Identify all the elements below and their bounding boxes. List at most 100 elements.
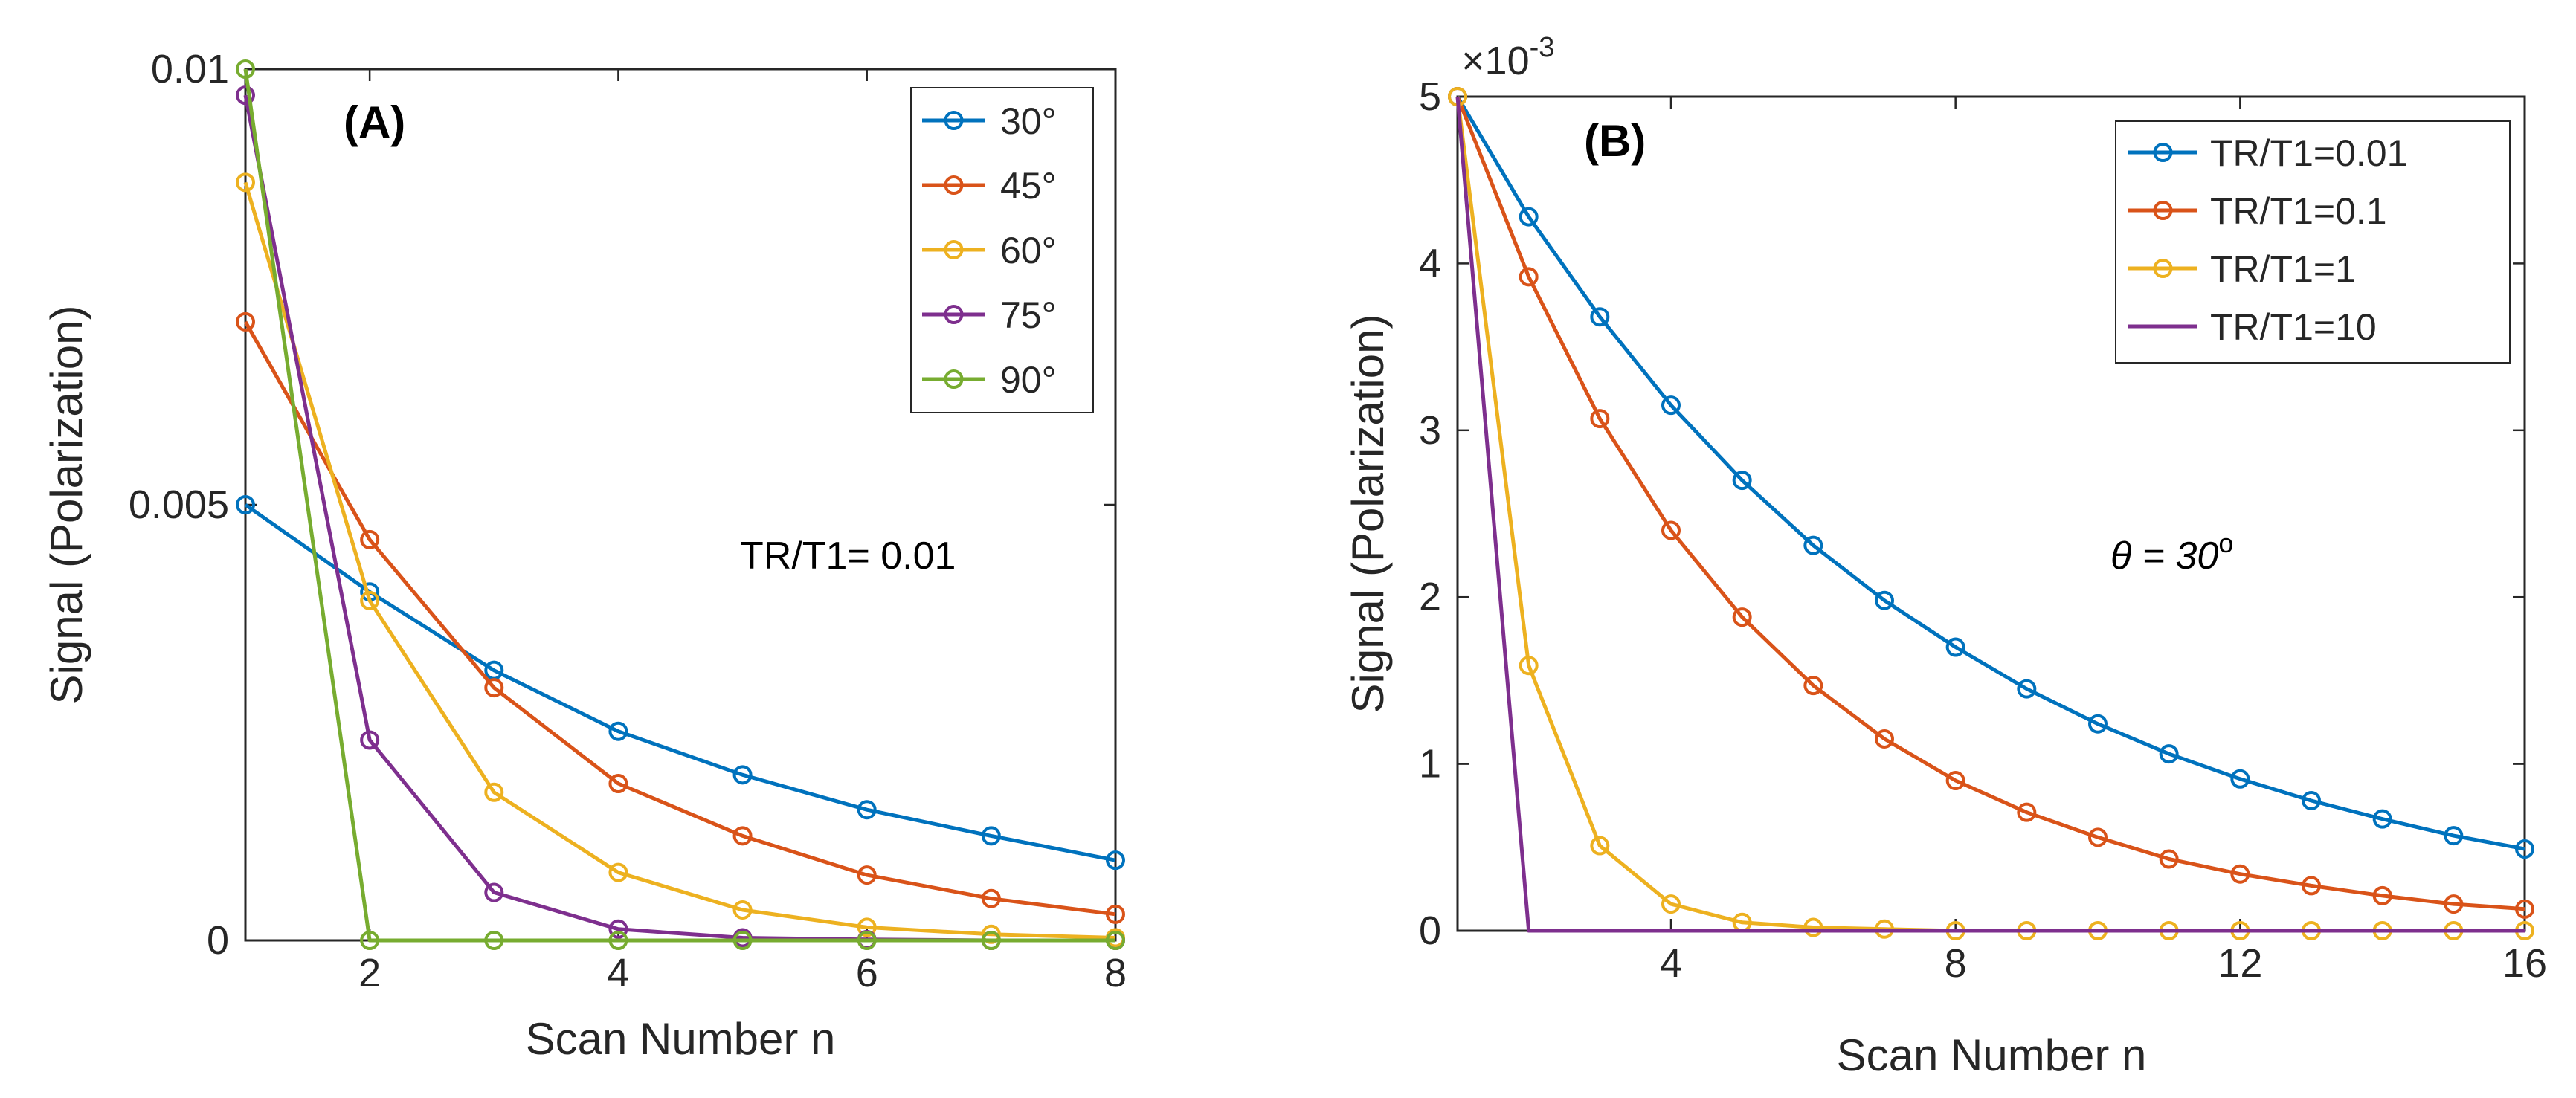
data-point (1732, 607, 1752, 627)
data-point (1661, 894, 1681, 914)
data-point (236, 311, 255, 332)
data-point (1519, 656, 1539, 676)
y-tick-label: 2 (1419, 575, 1441, 619)
legend-marker (2153, 259, 2173, 278)
y-tick-label: 5 (1419, 74, 1441, 119)
annotation-a: TR/T1= 0.01 (740, 535, 956, 578)
panel-a: 2 4 6 8 0 0.005 0.01 (A) TR/T1= 0.01 Scan Numb… (42, 47, 1127, 1064)
legend-label: 30° (1000, 100, 1057, 142)
data-point (360, 590, 380, 610)
legend-marker (944, 175, 964, 195)
x-axis-title-a: Scan Number n (526, 1014, 836, 1064)
legend-label: TR/T1=1 (2210, 248, 2356, 290)
data-point (484, 782, 504, 802)
data-point (857, 865, 877, 885)
data-point (2088, 827, 2108, 847)
data-point (1661, 395, 1681, 416)
data-point (1590, 307, 1610, 327)
legend-marker (2153, 143, 2173, 162)
legend-label: TR/T1=0.1 (2210, 190, 2387, 232)
data-point (732, 826, 753, 846)
y-tick-label: 1 (1419, 742, 1441, 787)
legend-label: 45° (1000, 165, 1057, 207)
data-point (2302, 876, 2321, 896)
data-point (732, 931, 753, 950)
data-point (2230, 864, 2250, 884)
data-point (981, 924, 1001, 944)
data-point (360, 529, 380, 549)
data-point (608, 919, 628, 939)
legend-label: 75° (1000, 294, 1057, 336)
data-point (236, 172, 255, 193)
series-line (1455, 95, 2525, 851)
data-point (608, 721, 628, 741)
y-tick-label: 0 (207, 918, 229, 963)
y-axis-title-b: Signal (Polarization) (1343, 314, 1393, 714)
x-tick-label: 16 (2502, 941, 2547, 986)
tick-labels-a: 2 4 6 8 0 0.005 0.01 (129, 47, 1127, 995)
data-point (981, 826, 1001, 846)
data-point (857, 800, 877, 820)
data-point (360, 730, 380, 750)
x-tick-label: 8 (1104, 951, 1127, 995)
data-point (1945, 637, 1965, 657)
data-point (857, 931, 877, 950)
data-point (236, 59, 255, 79)
data-point (2372, 809, 2392, 829)
data-point (857, 917, 877, 937)
data-point (360, 931, 380, 950)
data-point (608, 931, 628, 950)
data-point (1945, 771, 1965, 791)
legend-marker (944, 240, 964, 259)
series-b (1448, 87, 2534, 940)
data-point (484, 882, 504, 902)
data-point (2444, 894, 2464, 914)
data-point (1732, 471, 1752, 491)
data-point (484, 678, 504, 698)
data-point (732, 765, 753, 785)
y-tick-label: 4 (1419, 241, 1441, 285)
data-point (2302, 790, 2321, 810)
data-point (2159, 849, 2179, 869)
data-point (2515, 839, 2534, 859)
annotation-b: θ = 30o (2110, 528, 2233, 578)
data-point (1803, 676, 1823, 696)
data-point (2017, 679, 2037, 699)
data-point (2017, 802, 2037, 822)
panel-label-b: (B) (1584, 116, 1646, 166)
data-point (1875, 590, 1894, 610)
x-tick-label: 12 (2218, 941, 2262, 986)
data-point (484, 931, 504, 950)
data-point (1590, 836, 1610, 856)
data-point (2372, 885, 2392, 905)
y-tick-label: 3 (1419, 408, 1441, 453)
legend-b: TR/T1=0.01 TR/T1=0.1 TR/T1=1 TR/T1=10 (2115, 120, 2511, 364)
legend-marker (944, 369, 964, 389)
data-point (608, 862, 628, 882)
y-tick-label: 0.005 (129, 482, 229, 527)
data-point (2230, 769, 2250, 789)
annotation-b-text: θ = 30 (2110, 535, 2218, 578)
data-point (2159, 744, 2179, 764)
data-point (2444, 826, 2464, 846)
series-line (1455, 96, 2525, 911)
data-point (236, 495, 255, 514)
x-tick-label: 4 (607, 951, 629, 995)
x-tick-label: 6 (856, 951, 878, 995)
ticks-b (1458, 95, 2526, 932)
series-line (243, 68, 1115, 943)
legend-marker (2153, 201, 2173, 220)
x-tick-label: 4 (1660, 941, 1682, 986)
series-line (1455, 96, 2525, 933)
legend-marker (944, 305, 964, 324)
data-point (1661, 520, 1681, 540)
series-a (236, 59, 1125, 950)
data-point (1803, 917, 1823, 937)
legend-label: 60° (1000, 230, 1057, 271)
data-point (1106, 850, 1125, 871)
data-point (1875, 729, 1894, 749)
y-axis-title-a: Signal (Polarization) (42, 306, 91, 705)
panel-label-a: (A) (344, 97, 405, 147)
